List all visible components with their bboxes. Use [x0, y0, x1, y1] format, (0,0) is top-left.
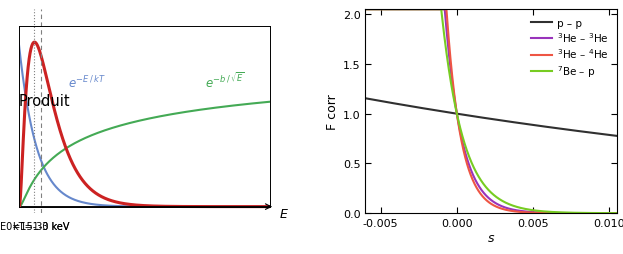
$^7$Be – p [469, 164, 477, 167]
p – p [362, 97, 369, 100]
Text: kT=1-3 keV: kT=1-3 keV [13, 221, 70, 231]
$^3$He – $^4$He [406, 9, 413, 12]
Y-axis label: F corr: F corr [326, 94, 339, 130]
$^7$Be – p [406, 9, 413, 12]
$^7$Be – p [581, 212, 589, 215]
p – p [391, 102, 398, 105]
$^3$He – $^3$He [362, 9, 369, 12]
Text: E: E [280, 207, 288, 220]
Legend: p – p, $^3$He – $^3$He, $^3$He – $^4$He, $^7$Be – p: p – p, $^3$He – $^3$He, $^3$He – $^4$He,… [528, 15, 612, 83]
$^3$He – $^3$He [406, 9, 413, 12]
Text: Produit: Produit [19, 93, 70, 108]
$^3$He – $^4$He [581, 212, 589, 215]
p – p [406, 105, 413, 108]
$^7$Be – p [391, 9, 398, 12]
Text: E0=15-30 keV: E0=15-30 keV [0, 221, 69, 231]
Line: $^3$He – $^4$He: $^3$He – $^4$He [366, 10, 617, 213]
$^3$He – $^4$He [469, 179, 477, 182]
$^3$He – $^3$He [613, 212, 621, 215]
$^3$He – $^4$He [362, 9, 369, 12]
$^7$Be – p [608, 212, 616, 215]
$^7$Be – p [613, 212, 621, 215]
$^3$He – $^4$He [613, 212, 621, 215]
$^3$He – $^3$He [391, 9, 398, 12]
X-axis label: $s$: $s$ [487, 231, 495, 244]
$^3$He – $^3$He [608, 212, 616, 215]
p – p [581, 131, 589, 134]
$^3$He – $^4$He [608, 212, 616, 215]
$^3$He – $^3$He [469, 173, 477, 176]
p – p [613, 135, 621, 138]
$^3$He – $^3$He [581, 212, 589, 215]
p – p [469, 115, 477, 118]
$^7$Be – p [458, 133, 465, 136]
Line: p – p: p – p [366, 99, 617, 136]
Text: $e^{-E\,/\,kT}$: $e^{-E\,/\,kT}$ [68, 74, 105, 90]
$^3$He – $^4$He [458, 141, 465, 145]
Line: $^7$Be – p: $^7$Be – p [366, 10, 617, 213]
Text: $e^{-b\,/\,\sqrt{E}}$: $e^{-b\,/\,\sqrt{E}}$ [205, 71, 244, 90]
$^7$Be – p [362, 9, 369, 12]
$^3$He – $^3$He [458, 138, 465, 141]
p – p [608, 134, 616, 137]
$^3$He – $^4$He [391, 9, 398, 12]
Line: $^3$He – $^3$He: $^3$He – $^3$He [366, 10, 617, 213]
p – p [458, 114, 465, 117]
